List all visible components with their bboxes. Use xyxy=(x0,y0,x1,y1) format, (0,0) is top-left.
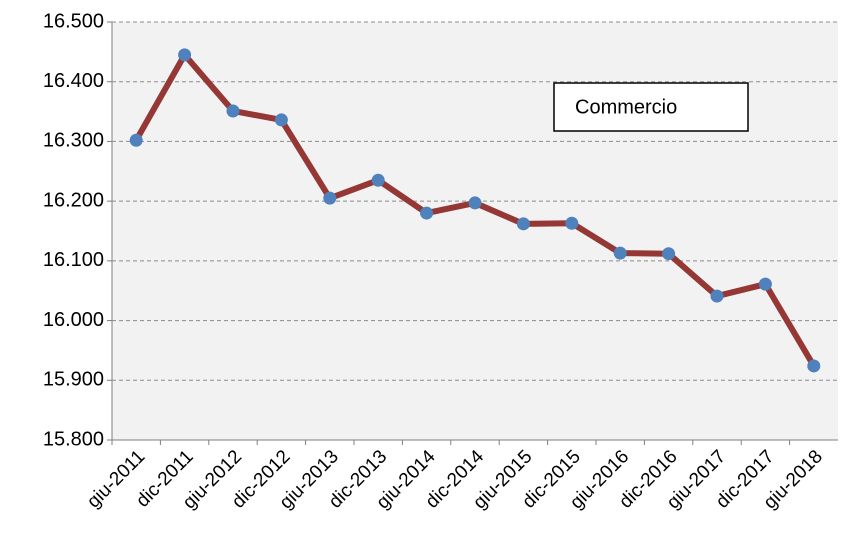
marker xyxy=(468,196,482,210)
y-tick-label: 16.300 xyxy=(43,130,104,152)
marker xyxy=(516,217,530,231)
marker xyxy=(226,104,240,118)
marker xyxy=(758,277,772,291)
y-tick-label: 15.900 xyxy=(43,369,104,391)
annotation-box xyxy=(553,82,749,132)
annotation: Commercio xyxy=(575,96,677,118)
marker xyxy=(807,359,821,373)
marker xyxy=(662,247,676,261)
marks xyxy=(129,48,821,373)
marker xyxy=(178,48,192,62)
marker xyxy=(710,289,724,303)
y-tick-label: 16.400 xyxy=(43,70,104,92)
grid xyxy=(107,21,838,445)
y-tick-label: 16.200 xyxy=(43,189,104,211)
y-tick-label: 16.100 xyxy=(43,249,104,271)
y-tick-label: 16.500 xyxy=(43,10,104,32)
y-tick-label: 16.000 xyxy=(43,309,104,331)
marker xyxy=(129,133,143,147)
marker xyxy=(274,113,288,127)
marker xyxy=(371,173,385,187)
marker xyxy=(323,191,337,205)
marker xyxy=(613,246,627,260)
marker xyxy=(420,206,434,220)
y-tick-label: 15.800 xyxy=(43,428,104,450)
marker xyxy=(565,216,579,230)
